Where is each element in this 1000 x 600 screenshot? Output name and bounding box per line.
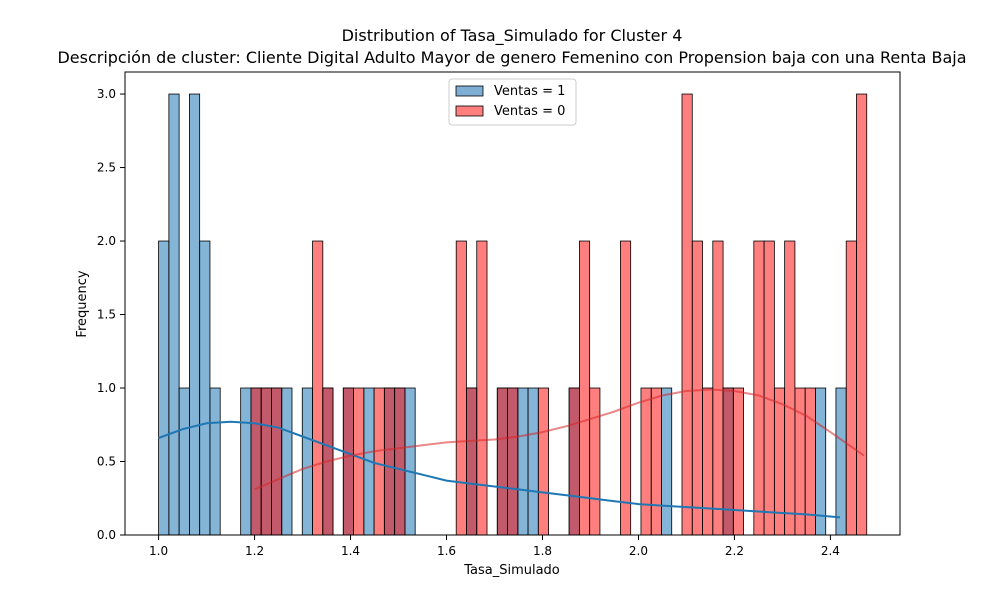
ventas-1-bar — [281, 387, 293, 536]
ventas-0-bar — [568, 387, 580, 536]
ventas-0-bar — [702, 387, 714, 536]
x-tick-label: 1.8 — [533, 544, 552, 558]
ventas-1-bar — [168, 93, 180, 536]
ventas-1-bar — [527, 387, 539, 536]
y-tick-label: 1.0 — [97, 381, 116, 395]
ventas-0-bar — [271, 387, 283, 536]
ventas-0-bar — [312, 240, 324, 536]
ventas-0-bar — [507, 387, 519, 536]
ventas-0-bar — [763, 240, 775, 536]
y-tick-label: 1.5 — [97, 308, 116, 322]
ventas-0-bar — [650, 387, 662, 536]
y-tick-label: 2.0 — [97, 234, 116, 248]
ventas-1-bar — [188, 93, 201, 536]
legend-label-ventas-1: Ventas = 1 — [494, 84, 565, 99]
ventas-0-bar — [712, 240, 724, 536]
ventas-1-bar — [158, 240, 170, 536]
ventas-1-bar — [240, 387, 252, 536]
ventas-0-bar — [856, 93, 868, 536]
ventas-0-bar — [353, 387, 365, 536]
ventas-0-bar — [496, 387, 508, 536]
plot-frame — [124, 71, 901, 536]
ventas-0-bar — [537, 387, 549, 536]
ventas-0-bar — [732, 387, 745, 536]
x-axis-label: Tasa_Simulado — [463, 563, 560, 578]
x-tick-label: 2.0 — [629, 544, 648, 558]
ventas-0-bar — [784, 240, 796, 536]
chart-title-line1: Distribution of Tasa_Simulado for Cluste… — [342, 26, 683, 46]
ventas-1-bar — [517, 387, 529, 536]
series-ventas-0-kde-line — [254, 388, 865, 491]
ventas-0-bar — [466, 387, 478, 536]
x-tick-label: 1.4 — [341, 544, 360, 558]
ventas-0-bar — [260, 387, 272, 536]
ventas-0-bar — [845, 240, 857, 536]
legend-swatch-ventas-0 — [455, 105, 484, 117]
x-tick-label: 1.6 — [437, 544, 456, 558]
ventas-1-bar — [835, 387, 847, 536]
ventas-1-bar — [209, 387, 221, 536]
ventas-0-bar — [578, 240, 591, 536]
ventas-0-bar — [753, 240, 765, 536]
y-axis-label: Frequency — [75, 270, 90, 337]
ventas-0-bar — [455, 240, 467, 536]
ventas-0-bar — [691, 240, 703, 536]
ventas-0-bar — [250, 387, 262, 536]
ventas-1-bar — [178, 387, 190, 536]
ventas-0-bar — [620, 240, 632, 536]
legend-label-ventas-0: Ventas = 0 — [494, 104, 565, 119]
ventas-0-bar — [589, 387, 601, 536]
series-ventas-1-kde-line — [158, 420, 841, 519]
ventas-0-bar — [640, 387, 652, 536]
x-tick-label: 1.0 — [149, 544, 168, 558]
ventas-1-bar — [815, 387, 827, 536]
ventas-0-bar — [722, 387, 734, 536]
y-tick-label: 0.5 — [97, 455, 116, 469]
ventas-0-bar — [394, 387, 406, 536]
ventas-0-bar — [373, 387, 385, 536]
series-ventas-0-bars — [250, 93, 868, 536]
y-tick-label: 0.0 — [97, 528, 116, 542]
y-tick-label: 3.0 — [97, 87, 116, 101]
legend-swatch-ventas-1 — [455, 85, 484, 97]
ventas-1-bar — [404, 387, 416, 536]
ventas-0-bar — [342, 387, 354, 536]
ventas-1-bar — [661, 387, 673, 536]
ventas-0-bar — [804, 387, 816, 536]
chart-title-line2: Descripción de cluster: Cliente Digital … — [57, 48, 966, 67]
ventas-1-bar — [301, 387, 313, 536]
ventas-0-bar — [383, 387, 396, 536]
ventas-0-bar — [476, 240, 488, 536]
x-tick-label: 2.4 — [821, 544, 840, 558]
x-tick-label: 2.2 — [725, 544, 744, 558]
legend: Ventas = 1 Ventas = 0 — [448, 78, 577, 126]
x-tick-label: 1.2 — [245, 544, 264, 558]
y-axis-ticks: 0.0 0.5 1.0 1.5 2.0 2.5 3.0 — [97, 87, 125, 542]
ventas-1-bar — [199, 240, 211, 536]
x-axis-ticks: 1.0 1.2 1.4 1.6 1.8 2.0 2.2 2.4 — [149, 535, 840, 558]
y-tick-label: 2.5 — [97, 161, 116, 175]
ventas-0-bar — [681, 93, 693, 536]
